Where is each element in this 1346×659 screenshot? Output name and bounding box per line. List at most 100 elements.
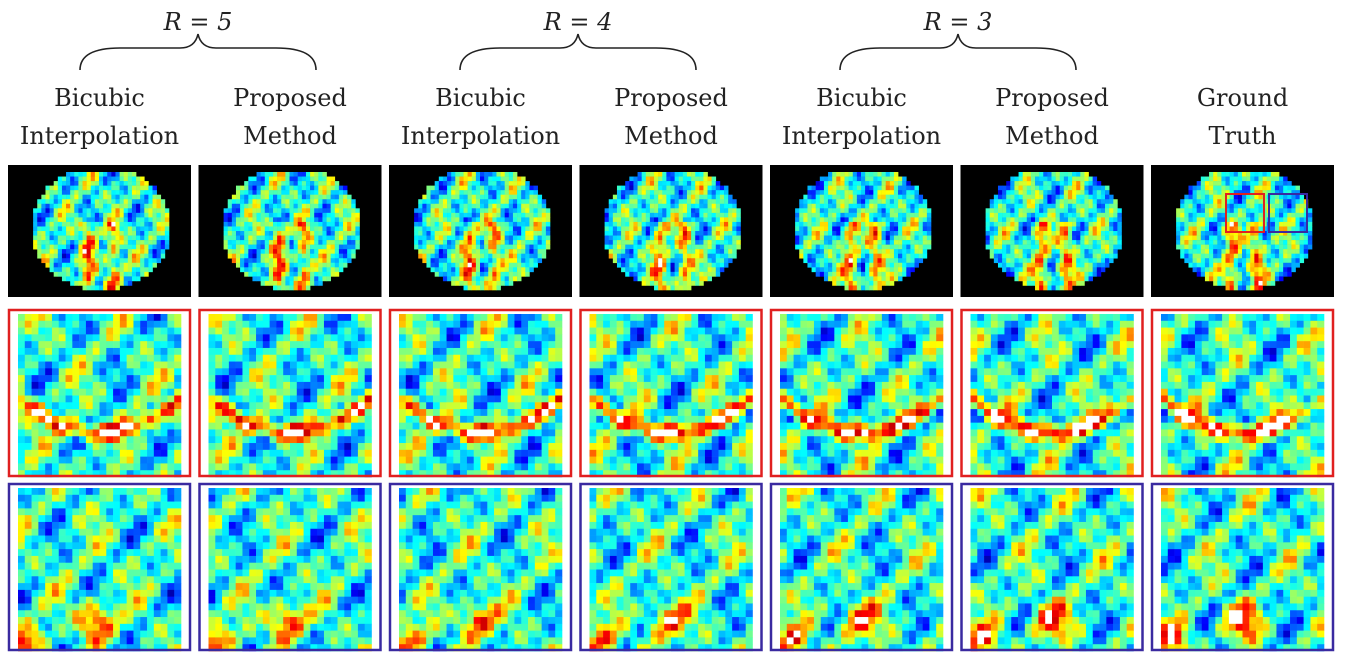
pixel xyxy=(297,423,304,430)
pixel xyxy=(290,186,294,191)
pixel xyxy=(228,199,232,204)
pixel xyxy=(317,463,324,470)
pixel xyxy=(54,254,58,259)
pixel xyxy=(331,631,338,638)
pixel xyxy=(228,249,232,254)
pixel xyxy=(494,341,501,348)
pixel xyxy=(249,522,256,529)
pixel xyxy=(45,204,49,209)
pixel xyxy=(290,583,297,590)
pixel xyxy=(433,368,440,375)
pixel xyxy=(431,208,435,213)
pixel xyxy=(209,321,216,328)
pixel xyxy=(161,637,168,644)
pixel xyxy=(100,563,107,570)
pixel xyxy=(215,368,222,375)
pixel xyxy=(32,502,39,509)
pixel xyxy=(426,199,430,204)
pixel xyxy=(52,576,59,583)
pixel xyxy=(78,240,82,245)
pixel xyxy=(132,177,136,182)
pixel xyxy=(505,177,509,182)
pixel xyxy=(38,508,45,515)
pixel xyxy=(236,416,243,423)
pixel xyxy=(161,217,165,222)
pixel xyxy=(351,402,358,409)
pixel xyxy=(488,190,492,195)
pixel xyxy=(52,348,59,355)
pixel xyxy=(297,463,304,470)
pixel xyxy=(460,334,467,341)
pixel xyxy=(310,495,317,502)
pixel xyxy=(79,429,86,436)
pixel xyxy=(351,217,355,222)
pixel xyxy=(277,281,281,286)
pixel xyxy=(79,536,86,543)
pixel xyxy=(52,409,59,416)
pixel xyxy=(66,416,73,423)
pixel xyxy=(294,258,298,263)
pixel xyxy=(249,463,256,470)
pixel xyxy=(273,222,277,227)
pixel xyxy=(167,382,174,389)
zoom-patch xyxy=(9,310,190,477)
pixel xyxy=(70,254,74,259)
pixel xyxy=(79,570,86,577)
pixel xyxy=(304,341,311,348)
pixel xyxy=(59,463,66,470)
pixel xyxy=(66,542,73,549)
pixel xyxy=(460,382,467,389)
pixel xyxy=(306,186,310,191)
pixel xyxy=(270,556,277,563)
pixel xyxy=(147,542,154,549)
pixel xyxy=(38,382,45,389)
pixel xyxy=(455,254,459,259)
pixel xyxy=(120,226,124,231)
pixel xyxy=(78,172,82,177)
pixel xyxy=(209,457,216,464)
pixel xyxy=(256,375,263,382)
pixel xyxy=(107,245,111,250)
pixel xyxy=(263,631,270,638)
pixel xyxy=(256,368,263,375)
pixel xyxy=(229,603,236,610)
pixel xyxy=(167,495,174,502)
pixel xyxy=(338,416,345,423)
pixel xyxy=(269,276,273,281)
pixel xyxy=(496,245,500,250)
pixel xyxy=(494,402,501,409)
pixel xyxy=(86,314,93,321)
pixel xyxy=(525,217,529,222)
pixel xyxy=(167,542,174,549)
pixel xyxy=(45,429,52,436)
pixel xyxy=(265,222,269,227)
pixel xyxy=(324,457,331,464)
pixel xyxy=(302,181,306,186)
pixel xyxy=(487,362,494,369)
pixel xyxy=(74,272,78,277)
pixel xyxy=(147,396,154,403)
pixel xyxy=(290,204,294,209)
pixel xyxy=(263,542,270,549)
pixel xyxy=(501,236,505,241)
pixel xyxy=(290,389,297,396)
pixel xyxy=(127,341,134,348)
pixel xyxy=(344,402,351,409)
pixel xyxy=(161,556,168,563)
pixel xyxy=(249,624,256,631)
pixel xyxy=(115,272,119,277)
pixel xyxy=(492,186,496,191)
pixel xyxy=(426,328,433,335)
pixel xyxy=(50,199,54,204)
pixel xyxy=(472,245,476,250)
pixel xyxy=(468,172,472,177)
pixel xyxy=(222,549,229,556)
pixel xyxy=(298,181,302,186)
pixel xyxy=(263,529,270,536)
pixel xyxy=(18,368,25,375)
pixel xyxy=(106,515,113,522)
pixel xyxy=(140,368,147,375)
pixel xyxy=(265,263,269,268)
pixel xyxy=(72,443,79,450)
pixel xyxy=(439,258,443,263)
